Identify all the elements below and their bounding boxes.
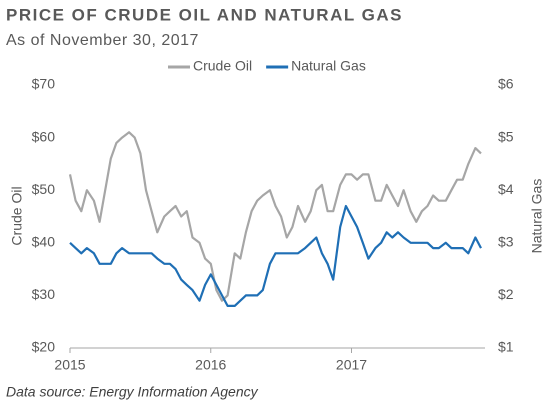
series-line — [69, 204, 482, 307]
y-tick-label: $40 — [32, 234, 56, 250]
y2-tick-label: $1 — [498, 339, 514, 355]
y-tick-label: $70 — [32, 76, 56, 92]
y2-tick-label: $5 — [498, 128, 514, 144]
y2-tick-label: $2 — [498, 286, 514, 302]
legend-label: Crude Oil — [193, 58, 252, 74]
y-tick-label: $60 — [32, 128, 56, 144]
y-tick-label: $50 — [32, 181, 56, 197]
chart-title: PRICE OF CRUDE OIL AND NATURAL GAS — [6, 5, 403, 24]
series-line — [68, 131, 482, 302]
y-tick-label: $20 — [32, 339, 56, 355]
source-note: Data source: Energy Information Agency — [6, 384, 259, 400]
chart-subtitle: As of November 30, 2017 — [6, 32, 199, 49]
y2-axis-label: Natural Gas — [529, 179, 545, 254]
x-tick-label: 2016 — [195, 357, 226, 373]
x-tick-label: 2015 — [54, 357, 85, 373]
y-axis-label: Crude Oil — [9, 186, 25, 245]
y2-tick-label: $6 — [498, 76, 514, 92]
legend-label: Natural Gas — [291, 58, 366, 74]
y2-tick-label: $3 — [498, 234, 514, 250]
x-tick-label: 2017 — [336, 357, 367, 373]
y2-tick-label: $4 — [498, 181, 514, 197]
y-tick-label: $30 — [32, 286, 56, 302]
